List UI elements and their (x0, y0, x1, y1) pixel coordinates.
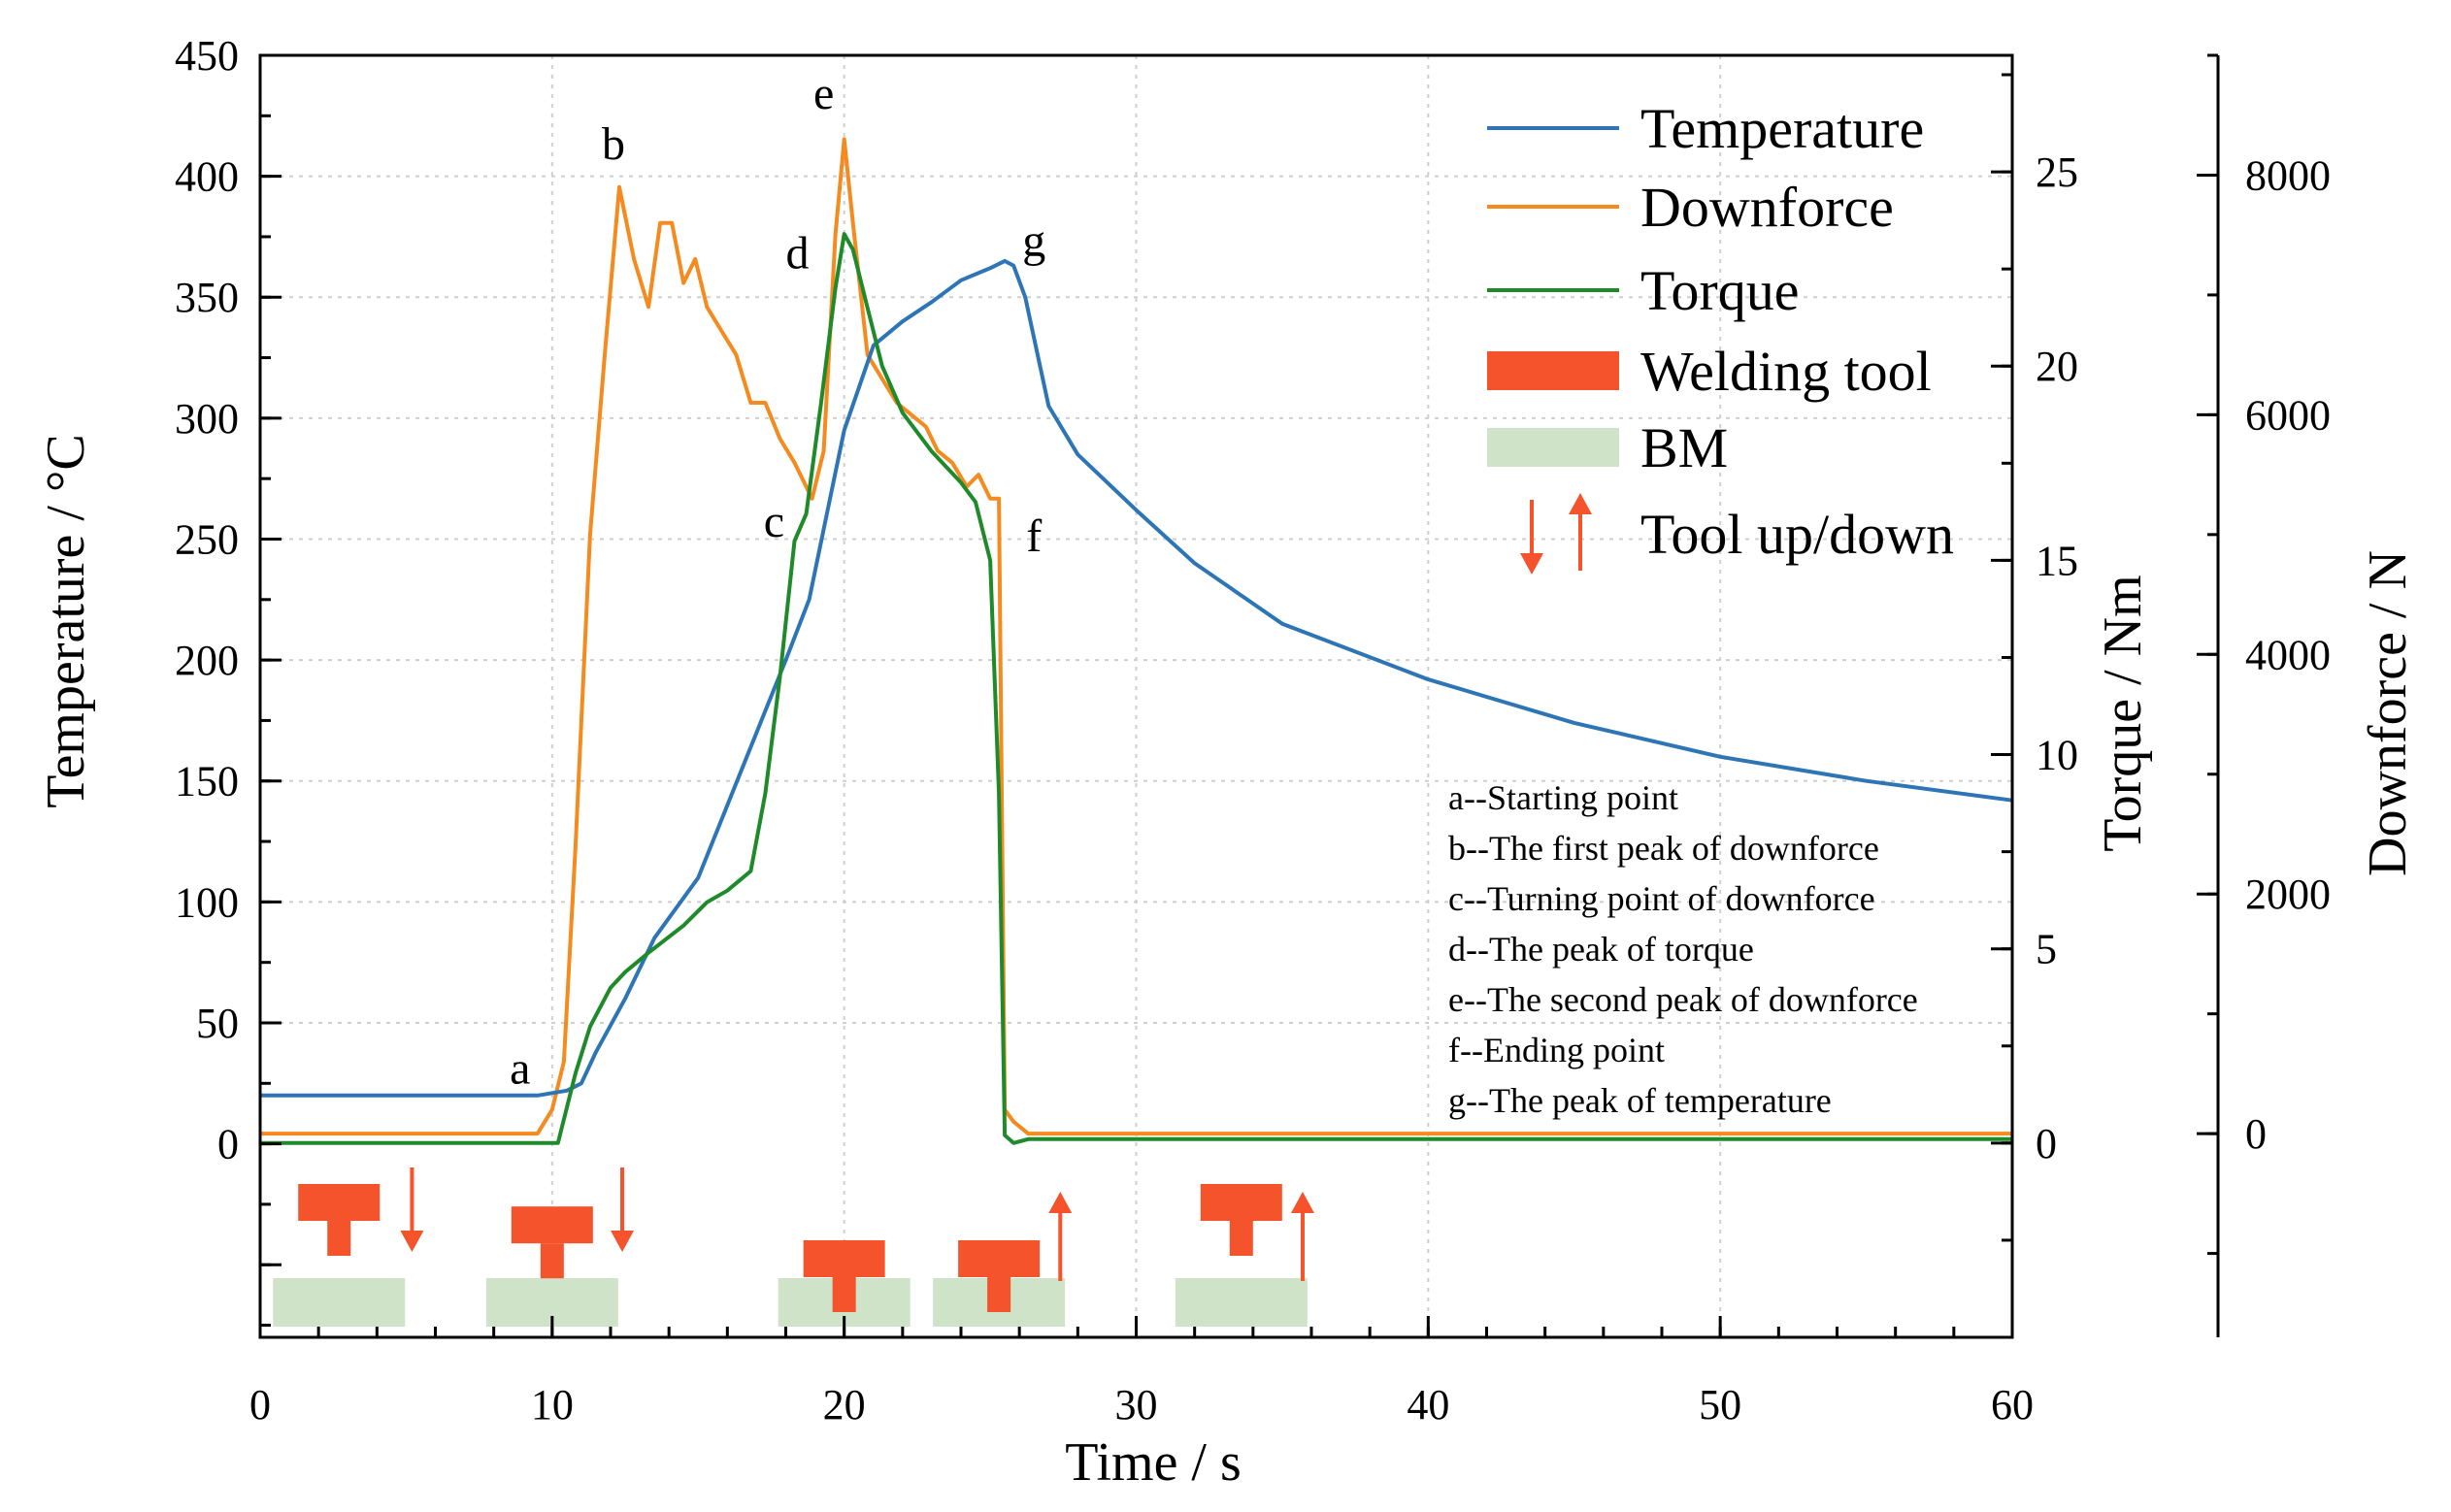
welding-tool-pin (327, 1221, 351, 1256)
y-left-tick-label: 450 (175, 32, 239, 80)
series-line-torque (260, 232, 2012, 1145)
annotation-line: g--The peak of temperature (1448, 1081, 1832, 1120)
welding-tool-shoulder (958, 1240, 1041, 1277)
y-downforce-axis-title: Downforce / N (2358, 550, 2418, 876)
annotation-line: a--Starting point (1448, 778, 1678, 817)
legend-label: Temperature (1640, 97, 1924, 160)
series-line-temperature (260, 258, 2013, 1098)
y-left-tick-label: 400 (175, 153, 239, 201)
annotation-line: b--The first peak of downforce (1448, 829, 1879, 868)
arrow-head (400, 1231, 424, 1252)
y-left-tick-label: 300 (175, 395, 239, 443)
tool-down-arrow (611, 1167, 635, 1252)
series-layer (260, 137, 2013, 1145)
legend-swatch-box (1487, 351, 1619, 390)
x-tick-label: 50 (1699, 1381, 1741, 1429)
legend-entry-downforce: Downforce (1487, 176, 1894, 239)
legend-entry-torque: Torque (1487, 259, 1799, 322)
y-torque-tick-label: 10 (2036, 732, 2078, 779)
y-torque-tick-label: 25 (2036, 148, 2078, 196)
point-label-g: g (1022, 215, 1045, 267)
point-label-f: f (1026, 510, 1042, 562)
legend-label: Tool up/down (1640, 503, 1954, 566)
y-torque-axis-title: Torque / Nm (2093, 575, 2153, 851)
x-tick-label: 10 (531, 1381, 574, 1429)
y-left-tick-label: 200 (175, 637, 239, 684)
y-left-tick-label: 150 (175, 758, 239, 805)
y-downforce-tick-label: 8000 (2245, 151, 2331, 199)
welding-tool-pin (832, 1277, 856, 1312)
legend-swatch-box (1487, 428, 1619, 467)
point-label-b: b (602, 118, 625, 170)
legend-label: Welding tool (1640, 340, 1932, 403)
tool-up-arrow (1048, 1192, 1073, 1281)
base-material-plate (1175, 1278, 1308, 1327)
tool-position-icon (1175, 1184, 1314, 1327)
y-left-tick-label: 250 (175, 515, 239, 563)
legend-entry-temperature: Temperature (1487, 97, 1924, 160)
legend-label: Torque (1640, 259, 1799, 322)
welding-tool-pin (1229, 1221, 1253, 1256)
y-left-tick-label: 0 (217, 1121, 239, 1168)
y-left-tick-label: 100 (175, 878, 239, 926)
tool-position-icon (273, 1167, 424, 1327)
legend-entry-welding-tool: Welding tool (1487, 340, 1932, 403)
legend-arrow-up-head (1569, 493, 1592, 514)
arrow-head (1290, 1192, 1314, 1213)
point-label-d: d (786, 227, 810, 279)
legend-arrow-down-head (1520, 553, 1543, 575)
y-left-tick-label: 350 (175, 274, 239, 321)
legend: Temperature Downforce Torque Welding tool BM… (1487, 97, 1954, 575)
welding-tool-pin (987, 1277, 1011, 1312)
y-downforce-tick-label: 6000 (2245, 391, 2331, 439)
legend-label: Downforce (1640, 176, 1894, 239)
tool-position-icon (778, 1240, 911, 1327)
y-downforce-tick-label: 0 (2245, 1110, 2267, 1158)
tool-down-arrow (400, 1167, 424, 1252)
annotation-line: c--Turning point of downforce (1448, 879, 1875, 918)
welding-tool-pin (540, 1243, 564, 1279)
tool-icons (273, 1167, 1314, 1327)
welding-tool-shoulder (1200, 1184, 1282, 1221)
x-axis-title: Time / s (1065, 1432, 1242, 1493)
arrow-head (611, 1231, 635, 1252)
y-torque-tick-label: 15 (2036, 537, 2078, 584)
annotation-line: f--Ending point (1448, 1031, 1665, 1069)
y-torque-tick-label: 0 (2036, 1120, 2057, 1167)
point-label-c: c (764, 496, 784, 547)
annotation-line: d--The peak of torque (1448, 930, 1754, 969)
legend-label: BM (1640, 416, 1728, 479)
welding-tool-shoulder (298, 1184, 381, 1221)
point-label-a: a (510, 1042, 530, 1094)
point-labels: a b c d e f g (510, 68, 1045, 1094)
welding-tool-shoulder (803, 1240, 885, 1277)
gridlines (260, 55, 2012, 1337)
y-torque-tick-label: 20 (2036, 343, 2078, 390)
legend-entry-bm: BM (1487, 416, 1728, 479)
tool-position-icon (485, 1167, 635, 1327)
x-tick-label: 40 (1407, 1381, 1449, 1429)
x-tick-label: 30 (1115, 1381, 1158, 1429)
base-material-plate (273, 1278, 406, 1327)
legend-entry-tool-up-down: Tool up/down (1520, 493, 1954, 575)
y-torque-tick-label: 5 (2036, 926, 2057, 973)
tool-position-icon (933, 1192, 1073, 1327)
y-downforce-tick-label: 4000 (2245, 631, 2331, 678)
x-tick-label: 20 (823, 1381, 866, 1429)
series-line-downforce (260, 137, 2012, 1136)
arrow-head (1048, 1192, 1073, 1213)
tool-up-arrow (1290, 1192, 1314, 1281)
x-tick-label: 60 (1991, 1381, 2034, 1429)
annotations: a--Starting point b--The first peak of do… (1448, 778, 1918, 1120)
point-label-e: e (813, 68, 834, 119)
y-left-tick-label: 50 (196, 1000, 239, 1047)
x-tick-label: 0 (249, 1381, 271, 1429)
y-left-axis-title: Temperature / °C (36, 434, 96, 807)
annotation-line: e--The second peak of downforce (1448, 980, 1918, 1019)
welding-tool-shoulder (511, 1206, 593, 1244)
y-downforce-tick-label: 2000 (2245, 871, 2331, 918)
